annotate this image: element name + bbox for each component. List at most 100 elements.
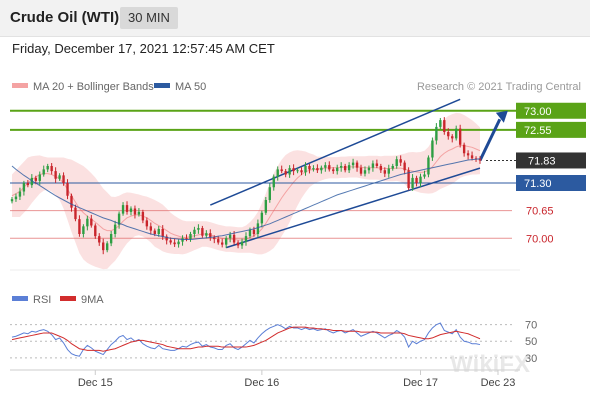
- candle: [343, 163, 347, 173]
- candle-body: [359, 167, 363, 174]
- candle-body: [292, 168, 295, 172]
- candle-body: [129, 208, 133, 212]
- candle: [145, 217, 149, 230]
- candle-body: [462, 144, 466, 154]
- candle: [451, 134, 454, 143]
- candle: [133, 205, 137, 219]
- candle-body: [50, 166, 53, 172]
- candle-body: [296, 170, 299, 172]
- candle-body: [391, 166, 394, 169]
- candle-body: [343, 166, 347, 171]
- candle-body: [304, 166, 307, 173]
- candle-body: [443, 120, 446, 132]
- price-label-0: 73.00: [524, 106, 552, 118]
- candle-body: [121, 205, 125, 214]
- candle-body: [125, 205, 129, 212]
- candle-body: [177, 241, 180, 245]
- rsi-tick-label-0: 70: [525, 320, 537, 332]
- candle: [443, 117, 446, 135]
- candle-body: [419, 176, 422, 183]
- legend-label-rsi-ma: 9MA: [81, 294, 104, 306]
- candle: [419, 173, 422, 188]
- trend-channel: [210, 98, 508, 249]
- candle-body: [185, 238, 188, 240]
- candle: [54, 167, 57, 183]
- candle-body: [46, 166, 49, 170]
- candle-body: [252, 229, 256, 234]
- candle: [268, 183, 271, 203]
- price-label-5: 70.00: [526, 233, 554, 245]
- candle-body: [375, 163, 379, 166]
- candle-body: [284, 171, 287, 175]
- candle: [371, 160, 375, 172]
- candle-body: [105, 243, 109, 251]
- x-tick-label-0: Dec 15: [78, 377, 113, 389]
- candle: [205, 230, 208, 239]
- candle-body: [153, 230, 156, 234]
- channel-lower: [225, 167, 481, 249]
- candle: [129, 206, 133, 216]
- legend-bottom: RSI 9MA: [12, 294, 104, 306]
- timeframe-badge[interactable]: 30 MIN: [120, 7, 178, 29]
- candle: [224, 236, 228, 249]
- candle: [399, 155, 402, 166]
- candle: [316, 164, 319, 174]
- candle: [70, 193, 73, 212]
- rsi-tick-label-2: 30: [525, 353, 537, 365]
- price-label-box-0: [516, 102, 586, 119]
- candle: [10, 197, 14, 204]
- candle-body: [336, 167, 339, 172]
- bollinger-bands: [11, 112, 481, 270]
- candle: [113, 220, 117, 238]
- candle-body: [42, 169, 45, 175]
- candle: [201, 225, 204, 238]
- candle: [217, 236, 220, 245]
- legend-label-ma50: MA 50: [175, 81, 206, 93]
- candle: [240, 238, 244, 249]
- candle-body: [431, 140, 434, 158]
- candle: [66, 179, 69, 200]
- candle: [272, 174, 275, 191]
- candle-body: [14, 196, 18, 200]
- candle-body: [149, 226, 153, 231]
- candle-body: [268, 187, 271, 200]
- candle: [62, 172, 65, 186]
- price-label-4: 70.65: [526, 206, 554, 218]
- candle: [109, 231, 113, 247]
- instrument-title: Crude Oil (WTI): [10, 9, 120, 26]
- legend-swatch-ma50: [154, 83, 170, 88]
- candle-body: [367, 167, 371, 171]
- candle: [105, 241, 109, 253]
- candle: [359, 164, 363, 176]
- candle: [94, 223, 97, 239]
- candle: [415, 175, 418, 187]
- candle-body: [240, 241, 244, 246]
- candle: [197, 224, 200, 234]
- candle-body: [205, 233, 208, 236]
- candle-body: [470, 155, 474, 159]
- candle: [102, 238, 105, 255]
- candle-body: [455, 128, 458, 139]
- candle-body: [276, 169, 279, 177]
- candle: [447, 128, 450, 140]
- candle-body: [157, 228, 160, 234]
- candle: [185, 234, 188, 242]
- legend-label-rsi: RSI: [33, 294, 51, 306]
- candle: [355, 160, 359, 172]
- candle: [98, 233, 101, 246]
- candle-body: [256, 223, 260, 234]
- candle-body: [423, 174, 426, 177]
- candle: [50, 163, 53, 175]
- candle-body: [10, 199, 14, 202]
- candle: [161, 225, 164, 240]
- price-label-3: 71.30: [524, 178, 552, 190]
- candle-body: [363, 170, 367, 174]
- rsi-line: [11, 322, 481, 357]
- candle: [439, 117, 442, 130]
- candle-body: [213, 237, 216, 240]
- candle: [284, 168, 287, 178]
- candle: [264, 197, 268, 215]
- candle: [173, 238, 176, 247]
- candle-body: [224, 238, 228, 245]
- candle-body: [26, 183, 30, 186]
